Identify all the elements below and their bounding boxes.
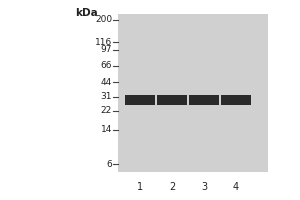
Text: 66: 66 (100, 61, 112, 70)
Text: 6: 6 (106, 160, 112, 169)
Text: 44: 44 (101, 78, 112, 87)
Text: 22: 22 (101, 106, 112, 115)
Text: kDa: kDa (75, 8, 98, 18)
Text: 4: 4 (233, 182, 239, 192)
Text: 14: 14 (100, 125, 112, 134)
Text: 2: 2 (169, 182, 175, 192)
Text: 31: 31 (100, 92, 112, 101)
Text: 3: 3 (201, 182, 207, 192)
Text: 200: 200 (95, 15, 112, 24)
Text: 97: 97 (100, 45, 112, 54)
Text: 116: 116 (95, 38, 112, 47)
Text: 1: 1 (137, 182, 143, 192)
